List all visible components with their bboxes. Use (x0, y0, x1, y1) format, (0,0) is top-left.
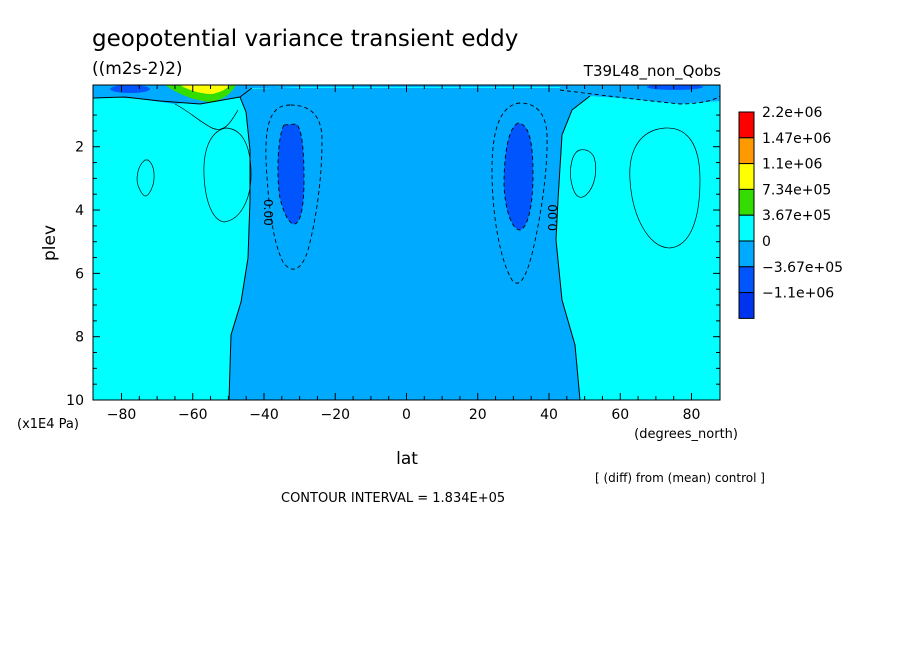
y-tick-label: 10 (66, 393, 84, 409)
colorbar-swatch (738, 214, 755, 242)
zero-contour-left (228, 87, 253, 400)
colorbar-label: 2.2e+06 (762, 105, 823, 121)
strong-negative-blob-left (277, 124, 304, 225)
zero-contour-top-left (93, 96, 241, 105)
x-axis-units: (degrees_north) (634, 427, 738, 442)
positive-contour-left-small (136, 159, 155, 197)
positive-contour-right-small (570, 149, 597, 198)
y-tick-label: 6 (75, 266, 84, 282)
x-tick-label: −80 (107, 407, 137, 423)
contour-label-right: 0.00 (546, 204, 560, 231)
y-tick-labels: 2 4 6 8 10 (66, 140, 84, 409)
top-left-wiggle (174, 103, 239, 130)
strong-negative-top-left (110, 85, 150, 93)
y-axis-units: (x1E4 Pa) (17, 417, 79, 432)
dashed-contour-blob-right (503, 122, 534, 231)
strong-negative-blob-right (504, 123, 533, 230)
dashed-contour-blob-left (277, 123, 305, 225)
zero-contour-right (555, 95, 591, 400)
x-tick-label: 80 (683, 407, 701, 423)
y-tick-label: 2 (75, 140, 84, 156)
colorbar-swatch (738, 137, 755, 165)
colorbar-swatch (738, 240, 755, 268)
axis-ticks (93, 85, 720, 401)
colorbar-label: −3.67e+05 (762, 260, 843, 276)
colorbar-swatch (738, 292, 755, 319)
y-axis-title: plev (40, 225, 60, 261)
dashed-contour-right-outer (491, 102, 548, 284)
dashed-contour-top-right (559, 89, 720, 105)
x-tick-label: −20 (320, 407, 350, 423)
contour-interval: CONTOUR INTERVAL = 1.834E+05 (281, 491, 505, 506)
colorbar-swatch (738, 163, 755, 190)
chart-title: geopotential variance transient eddy (92, 26, 518, 52)
x-tick-label: −60 (178, 407, 208, 423)
chart-units: ((m2s-2)2) (92, 59, 183, 79)
x-tick-labels: −80 −60 −40 −20 0 20 40 60 80 (107, 407, 701, 423)
y-tick-label: 4 (75, 203, 84, 219)
colorbar: 2.2e+06 1.47e+06 1.1e+06 7.34e+05 3.67e+05 0 −… (738, 105, 843, 319)
negative-fill-region (93, 85, 720, 400)
colorbar-swatch (738, 111, 755, 139)
colorbar-label: 3.67e+05 (762, 208, 831, 224)
run-label: T39L48_non_Qobs (583, 62, 721, 81)
positive-contour-right-large (629, 127, 701, 249)
colorbar-label: 1.47e+06 (762, 131, 831, 147)
colorbar-swatch (738, 266, 755, 294)
y-tick-label: 8 (75, 330, 84, 346)
colorbar-swatch (738, 188, 755, 216)
colorbar-label: 0 (762, 234, 771, 250)
x-tick-label: 20 (469, 407, 487, 423)
colorbar-label: 7.34e+05 (762, 182, 831, 198)
x-tick-label: −40 (249, 407, 279, 423)
x-tick-label: 0 (402, 407, 411, 423)
colorbar-label: −1.1e+06 (762, 286, 834, 302)
x-axis-title: lat (396, 449, 418, 469)
contour-plot: 0.00 0.00 (93, 85, 720, 400)
colorbar-label: 1.1e+06 (762, 157, 823, 173)
x-tick-label: 40 (540, 407, 558, 423)
contour-label-left: 0.00 (261, 199, 275, 226)
strong-negative-top-right (647, 85, 703, 90)
diff-note: [ (diff) from (mean) control ] (595, 471, 765, 485)
x-tick-label: 60 (611, 407, 629, 423)
positive-contour-left-large (203, 127, 252, 223)
